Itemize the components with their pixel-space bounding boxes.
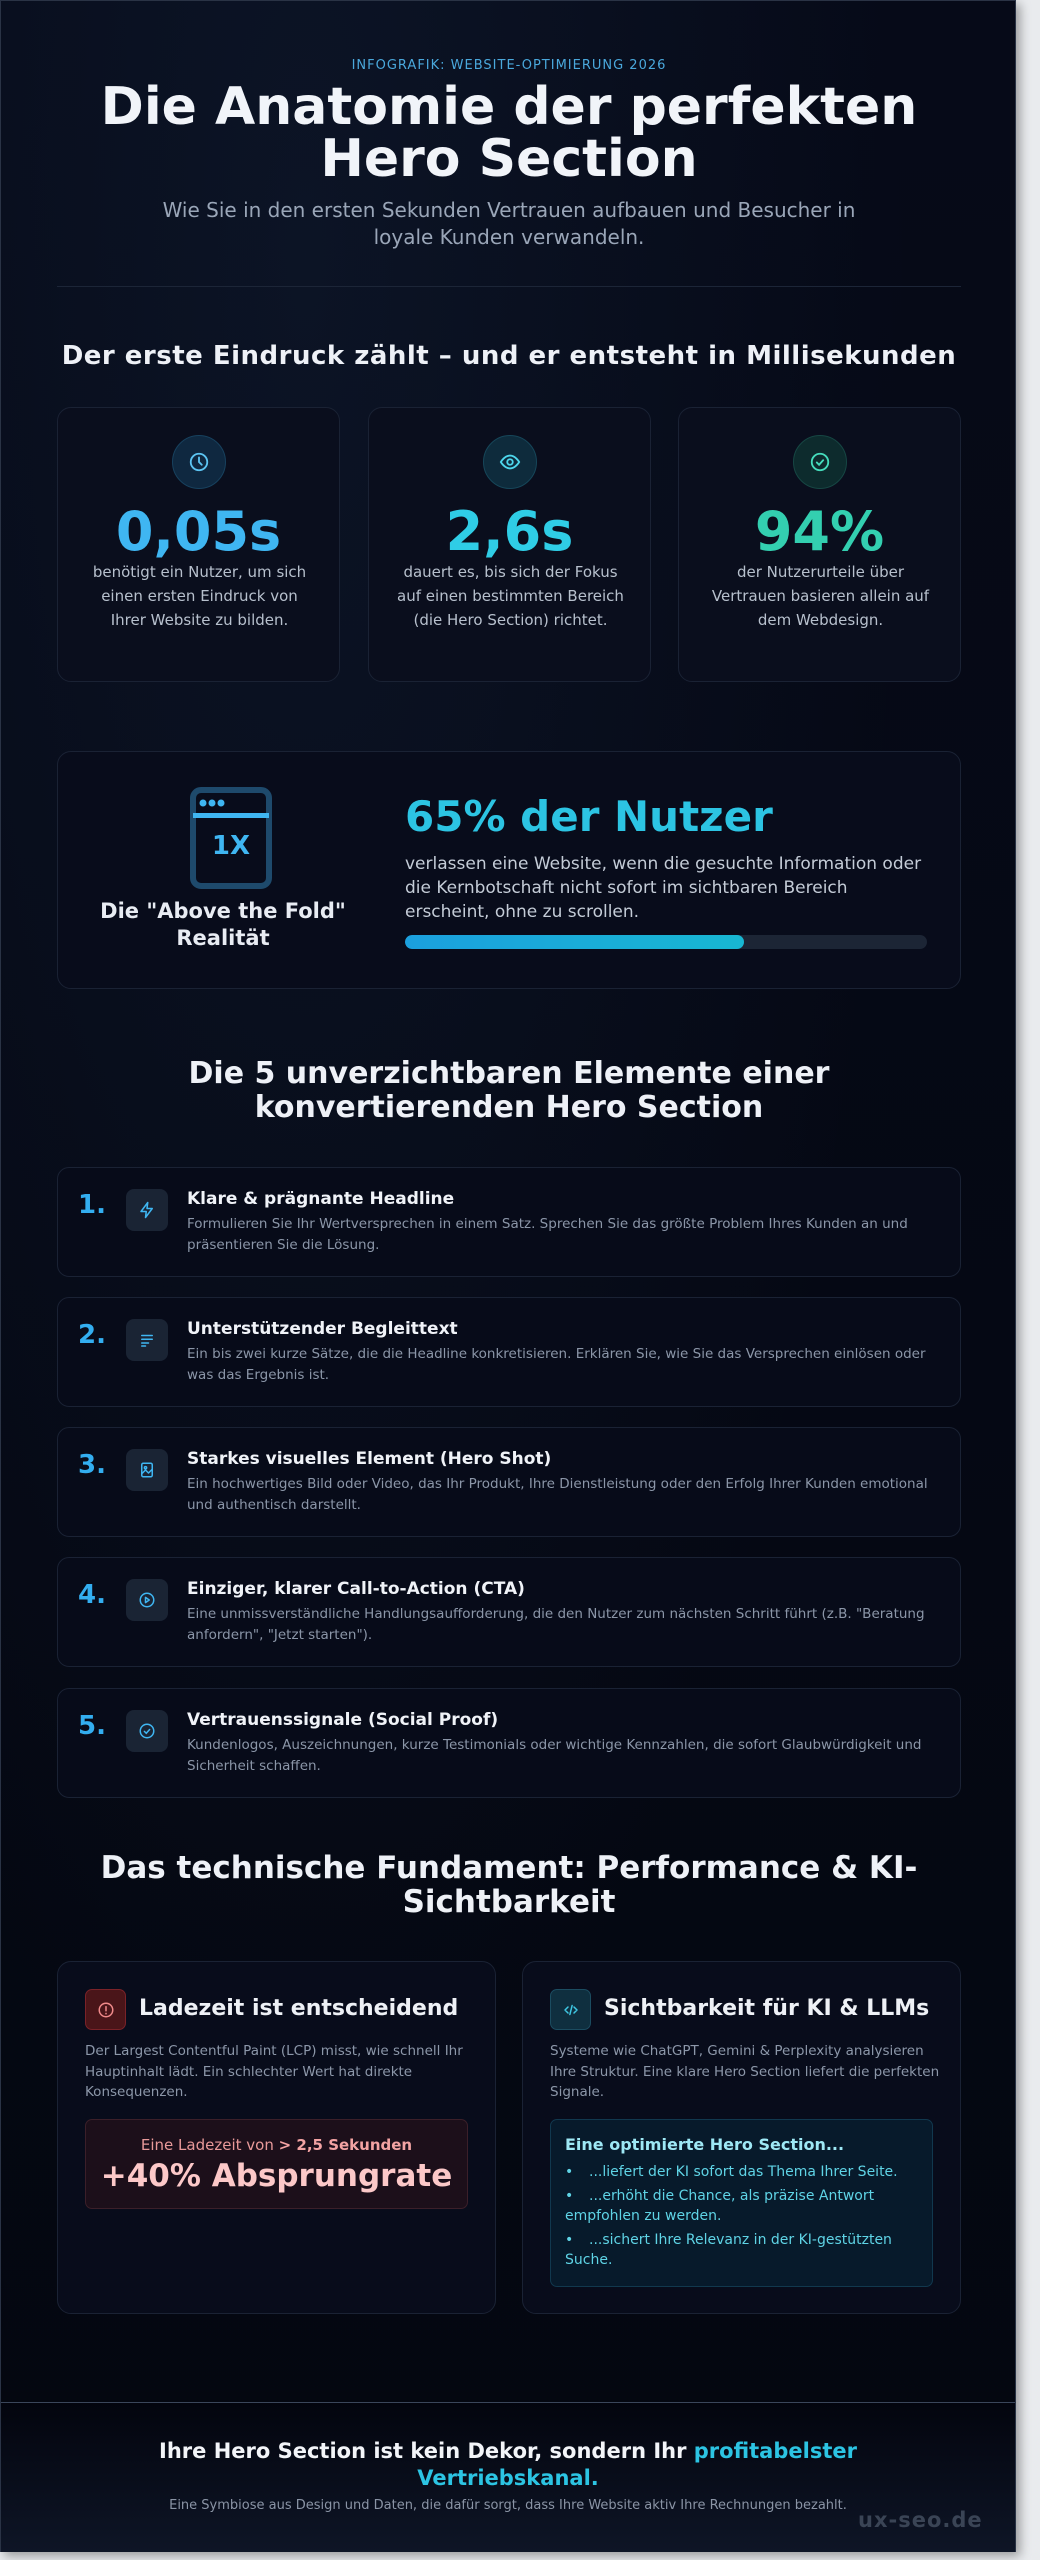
stat-card-load-impression: 0,05s benötigt ein Nutzer, um sich einen… bbox=[57, 407, 340, 682]
infographic-page: INFOGRAFIK: WEBSITE-OPTIMIERUNG 2026 Die… bbox=[0, 0, 1016, 2552]
elements-title-line-1: Die 5 unverzichtbaren Elemente einer bbox=[188, 1056, 830, 1091]
image-icon bbox=[126, 1449, 168, 1491]
check-circle-icon bbox=[793, 435, 847, 489]
play-circle-icon bbox=[126, 1579, 168, 1621]
stat-value: 2,6s bbox=[445, 500, 574, 563]
element-title: Starkes visuelles Element (Hero Shot) bbox=[187, 1449, 552, 1469]
element-number: 5. bbox=[78, 1711, 106, 1741]
stat-description: der Nutzerurteile über Vertrauen basiere… bbox=[711, 563, 930, 629]
elements-title-line-2: konvertierenden Hero Section bbox=[254, 1090, 764, 1125]
element-card-cta: 4. Einziger, klarer Call-to-Action (CTA)… bbox=[57, 1557, 961, 1667]
element-number: 4. bbox=[78, 1580, 106, 1610]
load-time-description: Der Largest Contentful Paint (LCP) misst… bbox=[85, 2043, 463, 2100]
above-the-fold-card: 1X Die "Above the Fold" Realität 65% der… bbox=[57, 751, 961, 989]
footer: Ihre Hero Section ist kein Dekor, sonder… bbox=[1, 2402, 1015, 2552]
element-card-social-proof: 5. Vertrauenssignale (Social Proof) Kund… bbox=[57, 1688, 961, 1798]
bounce-rate-warning-box: Eine Ladezeit von > 2,5 Sekunden +40% Ab… bbox=[85, 2119, 468, 2209]
footer-subline: Eine Symbiose aus Design und Daten, die … bbox=[169, 2498, 847, 2513]
warning-line: Eine Ladezeit von > 2,5 Sekunden bbox=[86, 2136, 467, 2154]
stat-value: 0,05s bbox=[115, 500, 282, 563]
element-description: Formulieren Sie Ihr Wertversprechen in e… bbox=[187, 1216, 908, 1253]
eye-icon bbox=[483, 435, 537, 489]
text-lines-icon bbox=[126, 1319, 168, 1361]
footer-headline: Ihre Hero Section ist kein Dekor, sonder… bbox=[151, 2438, 865, 2492]
element-title: Einziger, klarer Call-to-Action (CTA) bbox=[187, 1579, 525, 1599]
load-time-title: Ladezeit ist entscheidend bbox=[139, 1996, 459, 2021]
stat-value: 94% bbox=[754, 500, 885, 563]
warning-prefix: Eine Ladezeit von bbox=[140, 2136, 279, 2154]
element-title: Klare & prägnante Headline bbox=[187, 1189, 455, 1209]
ai-visibility-card: Sichtbarkeit für KI & LLMs Systeme wie C… bbox=[522, 1961, 961, 2314]
benefit-list: ...liefert der KI sofort das Thema Ihrer… bbox=[565, 2162, 905, 2274]
footer-headline-accent: profitabelster Vertriebskanal. bbox=[417, 2439, 857, 2490]
eyebrow-label: INFOGRAFIK: WEBSITE-OPTIMIERUNG 2026 bbox=[351, 58, 667, 73]
stat-description: benötigt ein Nutzer, um sich einen erste… bbox=[92, 563, 307, 629]
optimized-hero-box-title: Eine optimierte Hero Section... bbox=[565, 2135, 845, 2154]
lightning-icon bbox=[126, 1189, 168, 1231]
technical-title-line-1: Das technische Fundament: Performance & … bbox=[100, 1850, 918, 1886]
element-number: 2. bbox=[78, 1320, 106, 1350]
browser-window-1x-icon: 1X bbox=[190, 787, 272, 889]
fold-heading: 65% der Nutzer bbox=[405, 792, 773, 841]
element-description: Ein bis zwei kurze Sätze, die die Headli… bbox=[187, 1346, 926, 1383]
element-card-supporting-text: 2. Unterstützender Begleittext Ein bis z… bbox=[57, 1297, 961, 1407]
benefit-item: ...erhöht die Chance, als präzise Antwor… bbox=[565, 2186, 905, 2227]
fold-text: verlassen eine Website, wenn die gesucht… bbox=[405, 854, 922, 922]
footer-headline-text: Ihre Hero Section ist kein Dekor, sonder… bbox=[159, 2439, 694, 2463]
header-divider bbox=[57, 286, 961, 287]
alert-circle-icon bbox=[85, 1989, 126, 2030]
technical-title-line-2: Sichtbarkeit bbox=[402, 1884, 616, 1920]
element-number: 1. bbox=[78, 1190, 106, 1220]
stat-card-trust: 94% der Nutzerurteile über Vertrauen bas… bbox=[678, 407, 961, 682]
page-title: Die Anatomie der perfekten Hero Section bbox=[1, 81, 1017, 185]
watermark: ux-seo.de bbox=[858, 2508, 983, 2532]
element-number: 3. bbox=[78, 1450, 106, 1480]
svg-text:1X: 1X bbox=[212, 831, 250, 861]
first-impression-title: Der erste Eindruck zählt – und er entste… bbox=[61, 341, 957, 371]
progress-bar bbox=[405, 935, 927, 949]
clock-icon bbox=[172, 435, 226, 489]
benefit-item: ...liefert der KI sofort das Thema Ihrer… bbox=[565, 2162, 905, 2183]
ai-visibility-description: Systeme wie ChatGPT, Gemini & Perplexity… bbox=[550, 2043, 940, 2100]
elements-title: Die 5 unverzichtbaren Elemente einer kon… bbox=[1, 1057, 1017, 1125]
code-icon bbox=[550, 1989, 591, 2030]
benefit-item: ...sichert Ihre Relevanz in der KI-gestü… bbox=[565, 2230, 905, 2271]
progress-bar-fill bbox=[405, 935, 745, 949]
title-line-1: Die Anatomie der perfekten bbox=[100, 77, 918, 137]
technical-title: Das technische Fundament: Performance & … bbox=[1, 1851, 1017, 1919]
ai-visibility-title: Sichtbarkeit für KI & LLMs bbox=[604, 1996, 930, 2021]
element-description: Kundenlogos, Auszeichnungen, kurze Testi… bbox=[187, 1737, 922, 1774]
load-time-card: Ladezeit ist entscheidend Der Largest Co… bbox=[57, 1961, 496, 2314]
element-title: Vertrauenssignale (Social Proof) bbox=[187, 1710, 499, 1730]
element-title: Unterstützender Begleittext bbox=[187, 1319, 458, 1339]
check-circle-icon bbox=[126, 1710, 168, 1752]
optimized-hero-box: Eine optimierte Hero Section... ...liefe… bbox=[550, 2119, 933, 2287]
warning-threshold: > 2,5 Sekunden bbox=[278, 2136, 413, 2154]
page-subtitle: Wie Sie in den ersten Sekunden Vertrauen… bbox=[162, 198, 856, 249]
stat-description: dauert es, bis sich der Fokus auf einen … bbox=[397, 563, 624, 629]
element-description: Eine unmissverständliche Handlungsauffor… bbox=[187, 1606, 925, 1643]
element-card-hero-shot: 3. Starkes visuelles Element (Hero Shot)… bbox=[57, 1427, 961, 1537]
element-card-headline: 1. Klare & prägnante Headline Formuliere… bbox=[57, 1167, 961, 1277]
stat-card-focus-time: 2,6s dauert es, bis sich der Fokus auf e… bbox=[368, 407, 651, 682]
title-line-2: Hero Section bbox=[320, 129, 698, 189]
bounce-rate-value: +40% Absprungrate bbox=[100, 2158, 453, 2194]
element-description: Ein hochwertiges Bild oder Video, das Ih… bbox=[187, 1476, 928, 1513]
fold-label: Die "Above the Fold" Realität bbox=[100, 899, 346, 950]
